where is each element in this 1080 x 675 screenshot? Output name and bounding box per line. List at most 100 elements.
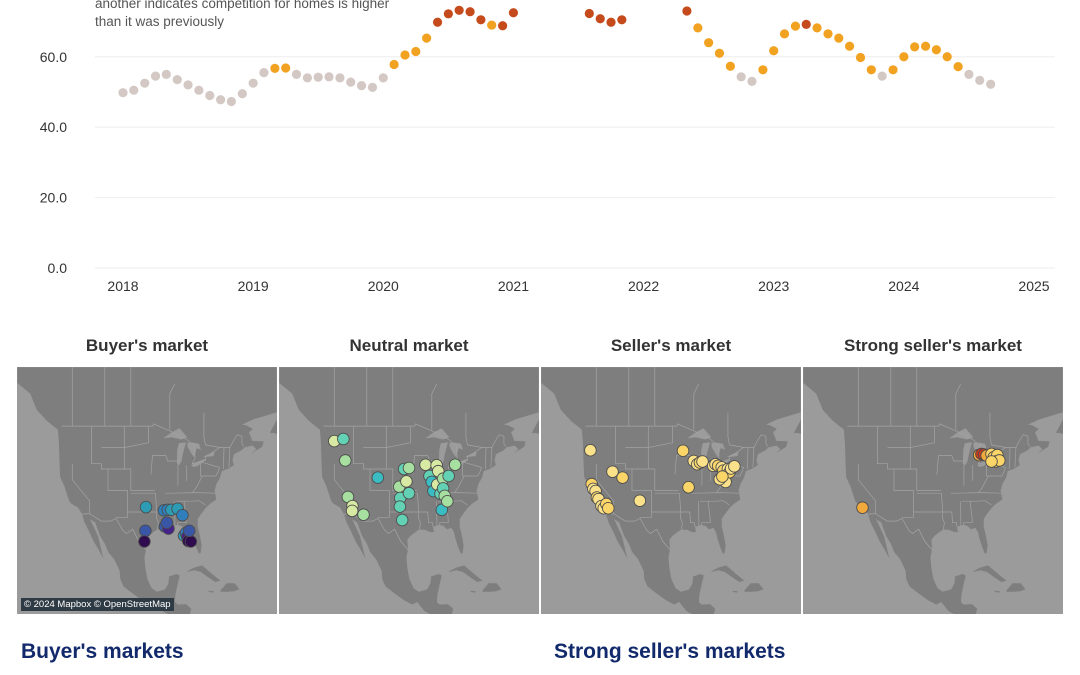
data-point[interactable] xyxy=(226,96,237,107)
data-point[interactable] xyxy=(237,89,247,99)
data-point[interactable] xyxy=(812,23,822,33)
data-point[interactable] xyxy=(595,14,605,24)
data-point[interactable] xyxy=(270,63,280,73)
data-point[interactable] xyxy=(346,77,356,87)
market-marker[interactable] xyxy=(602,501,615,515)
data-point[interactable] xyxy=(888,65,898,75)
market-marker[interactable] xyxy=(160,516,174,529)
data-point[interactable] xyxy=(302,73,313,83)
market-marker[interactable] xyxy=(402,461,416,475)
market-marker[interactable] xyxy=(716,470,729,483)
data-point[interactable] xyxy=(161,69,171,79)
data-point[interactable] xyxy=(356,81,367,91)
data-point[interactable] xyxy=(899,52,909,62)
data-point[interactable] xyxy=(335,73,345,83)
market-marker[interactable] xyxy=(176,508,189,522)
market-marker[interactable] xyxy=(633,494,647,507)
market-marker[interactable] xyxy=(856,501,869,514)
data-point[interactable] xyxy=(801,19,811,29)
data-point[interactable] xyxy=(129,85,139,95)
market-marker[interactable] xyxy=(682,481,695,494)
market-marker[interactable] xyxy=(357,508,370,521)
data-point[interactable] xyxy=(617,15,627,25)
market-marker[interactable] xyxy=(139,500,153,514)
data-point[interactable] xyxy=(931,45,941,55)
data-point[interactable] xyxy=(823,29,833,39)
market-marker[interactable] xyxy=(606,465,619,478)
data-point[interactable] xyxy=(183,80,193,90)
data-point[interactable] xyxy=(443,9,453,19)
data-point[interactable] xyxy=(465,7,475,17)
market-marker[interactable] xyxy=(139,524,152,538)
market-marker[interactable] xyxy=(441,494,454,508)
data-point[interactable] xyxy=(606,17,616,27)
map-sellers[interactable] xyxy=(541,367,801,614)
data-point[interactable] xyxy=(140,78,150,88)
market-marker[interactable] xyxy=(584,443,597,457)
market-marker[interactable] xyxy=(339,454,352,467)
data-point[interactable] xyxy=(389,59,399,70)
data-point[interactable] xyxy=(432,17,443,27)
market-marker[interactable] xyxy=(138,535,151,548)
market-marker[interactable] xyxy=(337,432,350,446)
map-buyers[interactable]: © 2024 Mapbox © OpenStreetMap xyxy=(17,367,277,614)
data-point[interactable] xyxy=(747,76,757,87)
data-point[interactable] xyxy=(313,72,323,82)
data-point[interactable] xyxy=(779,29,790,39)
data-point[interactable] xyxy=(920,41,931,51)
data-point[interactable] xyxy=(291,69,302,79)
data-point[interactable] xyxy=(172,75,182,85)
market-marker[interactable] xyxy=(696,455,709,468)
data-point[interactable] xyxy=(693,23,703,33)
market-marker[interactable] xyxy=(676,444,690,458)
market-marker[interactable] xyxy=(184,535,198,548)
data-point[interactable] xyxy=(975,75,985,85)
market-marker[interactable] xyxy=(442,469,455,483)
data-point[interactable] xyxy=(790,21,801,31)
market-marker[interactable] xyxy=(393,500,407,513)
market-marker[interactable] xyxy=(400,475,413,488)
data-point[interactable] xyxy=(508,8,519,18)
data-point[interactable] xyxy=(194,85,204,95)
data-point[interactable] xyxy=(281,63,291,73)
data-point[interactable] xyxy=(725,61,735,71)
data-point[interactable] xyxy=(259,68,269,78)
market-marker[interactable] xyxy=(985,455,998,468)
data-point[interactable] xyxy=(367,82,378,92)
data-point[interactable] xyxy=(714,48,725,58)
data-point[interactable] xyxy=(487,20,497,30)
market-marker[interactable] xyxy=(371,471,385,484)
data-point[interactable] xyxy=(704,38,714,48)
data-point[interactable] xyxy=(758,65,768,75)
data-point[interactable] xyxy=(216,95,226,105)
data-point[interactable] xyxy=(769,46,779,56)
data-point[interactable] xyxy=(877,71,887,81)
data-point[interactable] xyxy=(834,33,844,43)
data-point[interactable] xyxy=(844,41,855,51)
data-point[interactable] xyxy=(150,71,161,81)
data-point[interactable] xyxy=(411,46,421,57)
data-point[interactable] xyxy=(910,42,920,52)
data-point[interactable] xyxy=(205,90,215,101)
market-marker[interactable] xyxy=(728,460,741,473)
data-point[interactable] xyxy=(498,21,508,31)
market-marker[interactable] xyxy=(419,458,432,471)
data-point[interactable] xyxy=(118,88,128,98)
data-point[interactable] xyxy=(248,78,258,88)
data-point[interactable] xyxy=(422,33,432,43)
data-point[interactable] xyxy=(324,72,334,82)
market-marker[interactable] xyxy=(345,504,359,518)
market-marker[interactable] xyxy=(616,471,629,484)
data-point[interactable] xyxy=(986,79,996,89)
data-point[interactable] xyxy=(454,5,464,15)
data-point[interactable] xyxy=(584,8,594,19)
data-point[interactable] xyxy=(682,6,692,16)
data-point[interactable] xyxy=(476,15,486,25)
data-point[interactable] xyxy=(866,65,876,75)
data-point[interactable] xyxy=(953,62,963,72)
data-point[interactable] xyxy=(964,69,974,79)
data-point[interactable] xyxy=(942,52,952,62)
data-point[interactable] xyxy=(736,72,746,82)
data-point[interactable] xyxy=(855,52,866,63)
market-marker[interactable] xyxy=(182,524,196,538)
